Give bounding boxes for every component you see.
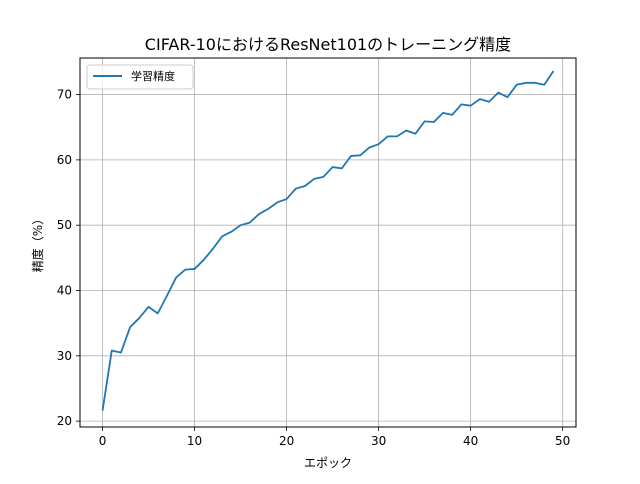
axes-frame bbox=[79, 57, 577, 428]
y-tick-label: 60 bbox=[57, 153, 72, 167]
chart-title: CIFAR-10におけるResNet101のトレーニング精度 bbox=[145, 35, 511, 54]
x-tick-label: 40 bbox=[463, 434, 478, 448]
x-axis-label: エポック bbox=[304, 456, 352, 470]
x-tick-label: 0 bbox=[99, 434, 107, 448]
legend-label: 学習精度 bbox=[131, 69, 175, 83]
tick-marks-and-labels: 0 10 20 30 40 50 20 30 40 50 60 70 bbox=[57, 88, 571, 448]
y-tick-label: 50 bbox=[57, 218, 72, 232]
y-tick-label: 20 bbox=[57, 414, 72, 428]
y-tick-label: 30 bbox=[57, 349, 72, 363]
y-axis-label: 精度（%） bbox=[30, 213, 45, 272]
series-line bbox=[101, 70, 555, 411]
legend: 学習精度 bbox=[86, 64, 194, 90]
grid-lines bbox=[80, 58, 576, 427]
x-tick-label: 10 bbox=[187, 434, 202, 448]
x-tick-label: 30 bbox=[371, 434, 386, 448]
series-layer bbox=[101, 70, 555, 411]
y-tick-label: 70 bbox=[57, 88, 72, 102]
x-tick-label: 20 bbox=[279, 434, 294, 448]
x-tick-label: 50 bbox=[555, 434, 570, 448]
legend-box bbox=[86, 64, 194, 90]
y-tick-label: 40 bbox=[57, 284, 72, 298]
